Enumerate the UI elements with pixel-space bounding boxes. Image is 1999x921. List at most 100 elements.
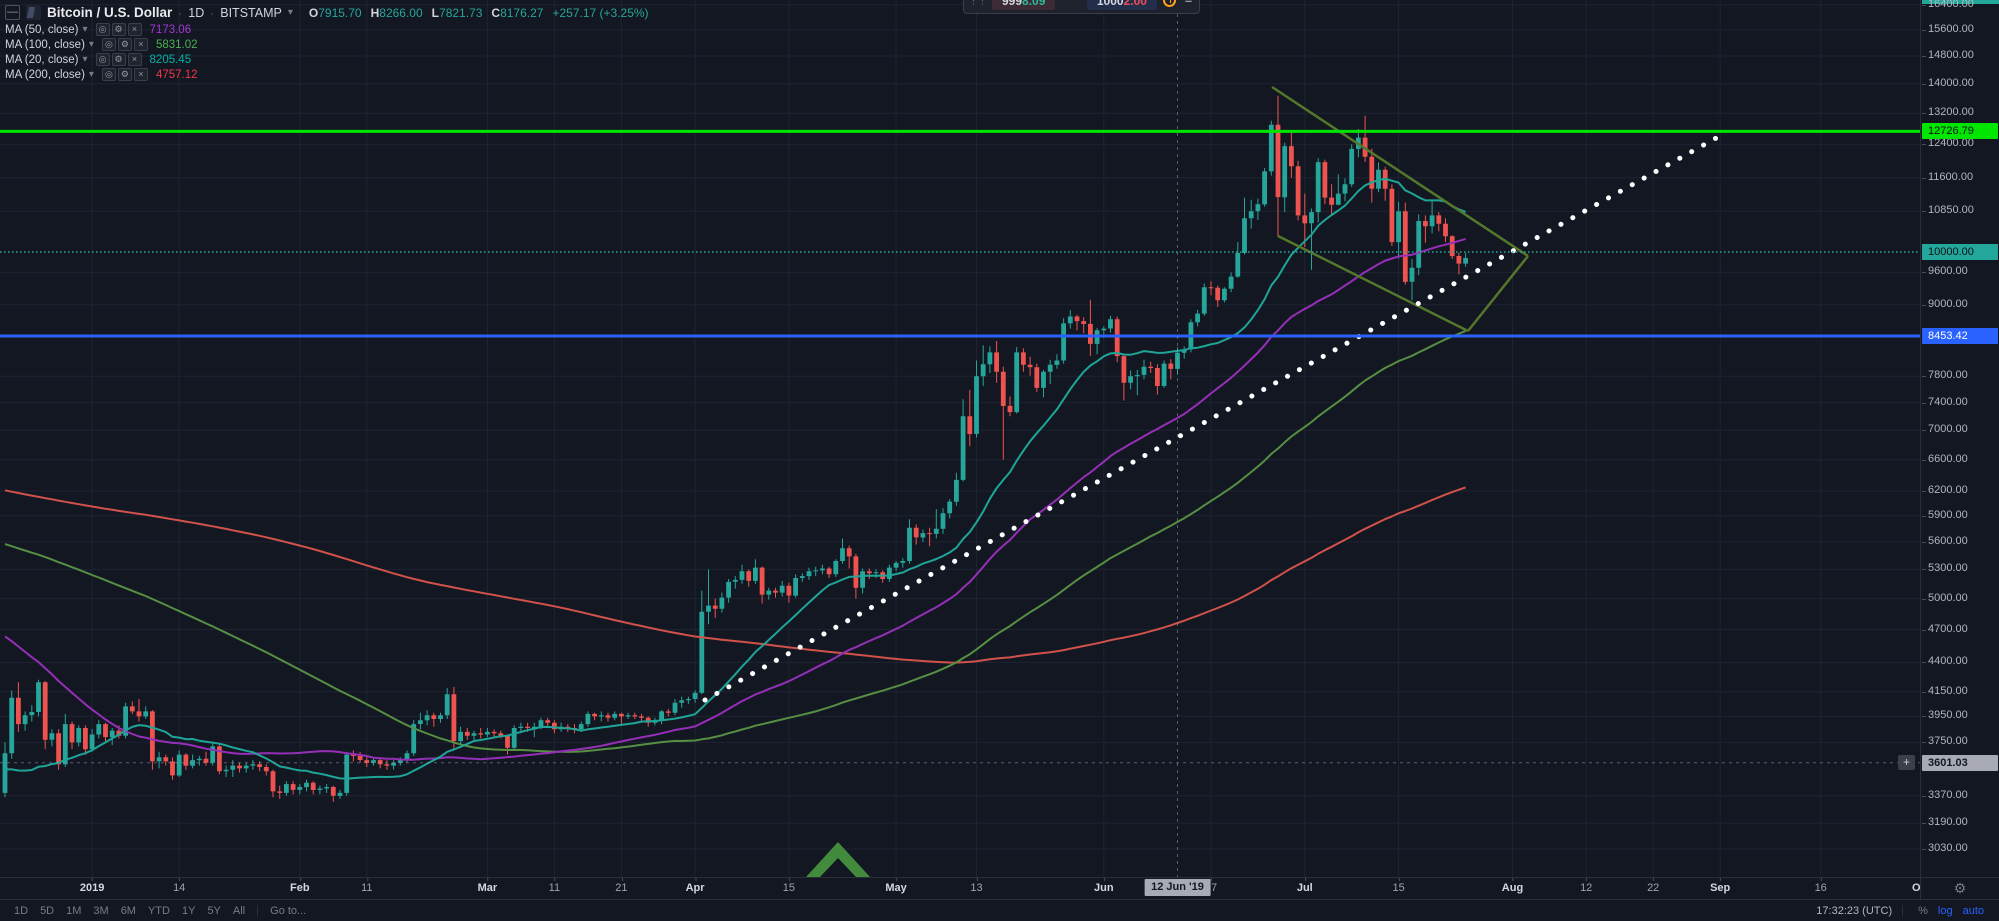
range-button-1d[interactable]: 1D xyxy=(14,904,29,917)
gear-icon[interactable]: ⚙ xyxy=(1953,880,1967,896)
ma-20-line[interactable] xyxy=(5,177,1466,780)
range-button-3m[interactable]: 3M xyxy=(93,904,109,917)
time-tick-label: 15 xyxy=(782,878,796,894)
price-tick-label: 5600.00 xyxy=(1922,534,1968,547)
chevron-down-icon[interactable]: ▾ xyxy=(88,69,94,80)
price-tick-label: 6200.00 xyxy=(1922,484,1968,497)
time-tick-label: 14 xyxy=(173,878,186,894)
entry-price-suffix: 8.09 xyxy=(1022,0,1046,8)
triangle-drawing-line[interactable] xyxy=(1271,85,1529,258)
price-tick-label: 7000.00 xyxy=(1922,423,1968,436)
eye-icon[interactable]: ◎ xyxy=(101,68,116,81)
indicator-value: 8205.45 xyxy=(149,53,192,66)
price-tick-label: 15600.00 xyxy=(1922,22,1974,35)
close-icon[interactable]: × xyxy=(133,68,148,81)
eye-icon[interactable]: ◎ xyxy=(95,53,110,66)
symbol-name[interactable]: Bitcoin / U.S. Dollar xyxy=(47,5,173,20)
price-tick-label: 14000.00 xyxy=(1922,76,1974,89)
range-button-6m[interactable]: 6M xyxy=(120,904,136,917)
close-icon[interactable]: × xyxy=(133,38,148,51)
chart-canvas[interactable] xyxy=(0,0,1920,877)
time-axis[interactable]: 2019 14 Feb 11 Mar 11 21 Apr 15 May 13 Jun 17 Jul 15 Au… xyxy=(0,877,1920,899)
tool-mid-value: 3.91 xyxy=(1061,0,1080,2)
crosshair-price-label: 3601.03 xyxy=(1922,754,1998,771)
goto-button[interactable]: Go to... xyxy=(270,904,307,917)
target-price-suffix: 2.00 xyxy=(1123,0,1147,8)
price-tick-label: 10850.00 xyxy=(1922,204,1974,217)
ma-200-line[interactable] xyxy=(4,486,1466,664)
indicator-label[interactable]: MA (100, close) xyxy=(5,38,85,51)
collapse-legend-button[interactable]: — xyxy=(5,5,20,20)
price-tick-label: 6600.00 xyxy=(1922,452,1968,465)
gear-icon[interactable]: ⚙ xyxy=(111,53,126,66)
close-icon[interactable]: × xyxy=(127,53,142,66)
low-label: L xyxy=(431,5,440,20)
auto-scale-button[interactable]: auto xyxy=(1962,904,1984,917)
time-tick-label: 11 xyxy=(548,878,561,894)
alert-clock-icon[interactable] xyxy=(1162,0,1176,7)
chart-pane[interactable] xyxy=(0,0,1920,877)
time-tick-label: 22 xyxy=(1647,878,1660,894)
indicator-label[interactable]: MA (20, close) xyxy=(5,53,79,66)
chevron-down-icon[interactable]: ▾ xyxy=(82,24,88,35)
indicator-row-ma100: MA (100, close) ▾ ◎ ⚙ × 5831.02 xyxy=(5,37,649,52)
indicator-label[interactable]: MA (50, close) xyxy=(5,23,79,36)
range-button-1y[interactable]: 1Y xyxy=(181,904,196,917)
triangle-drawing-line[interactable] xyxy=(1467,255,1529,332)
price-tick-label: 16400.00 xyxy=(1922,0,1974,10)
range-buttons: 1D 5D 1M 3M 6M YTD 1Y 5Y All xyxy=(0,903,251,919)
eye-icon[interactable]: ◎ xyxy=(95,23,110,36)
triangle-drawing-line[interactable] xyxy=(1277,234,1469,333)
indicator-row-ma20: MA (20, close) ▾ ◎ ⚙ × 8205.45 xyxy=(5,52,649,67)
interval-label[interactable]: 1D xyxy=(188,5,205,20)
minimize-toolbar-button[interactable]: – xyxy=(1184,0,1193,8)
price-tick-label: 4700.00 xyxy=(1922,622,1968,635)
log-scale-button[interactable]: log xyxy=(1937,904,1953,917)
range-button-5d[interactable]: 5D xyxy=(40,904,55,917)
indicator-label[interactable]: MA (200, close) xyxy=(5,68,85,81)
gear-icon[interactable]: ⚙ xyxy=(111,23,126,36)
drag-handle-icon[interactable]: ⋮⋮ xyxy=(968,0,988,7)
price-tick-label: 5000.00 xyxy=(1922,591,1968,604)
clock-label[interactable]: 17:32:23 (UTC) xyxy=(1816,904,1893,917)
price-tick-label: 3750.00 xyxy=(1922,735,1968,748)
range-button-all[interactable]: All xyxy=(232,904,246,917)
chart-background xyxy=(0,0,1920,877)
price-tick-label: 7400.00 xyxy=(1922,395,1968,408)
open-value: 7915.70 xyxy=(318,5,362,20)
range-button-1m[interactable]: 1M xyxy=(66,904,82,917)
target-price-prefix: 1000 xyxy=(1096,0,1124,8)
time-tick-label: Oct xyxy=(1912,882,1920,894)
chevron-down-icon[interactable]: ▾ xyxy=(82,54,88,65)
chevron-down-icon[interactable]: ▾ xyxy=(88,39,94,50)
arrow-up-marker[interactable] xyxy=(806,842,870,877)
price-tick-label: 11600.00 xyxy=(1921,170,1974,183)
axis-settings-corner[interactable]: ⚙ xyxy=(1920,877,1999,899)
gear-icon[interactable]: ⚙ xyxy=(117,68,132,81)
separator-dot: · xyxy=(210,5,215,20)
time-tick-label: Mar xyxy=(477,878,498,894)
ma-50-line[interactable] xyxy=(4,237,1466,761)
tool-price-target[interactable]: 1000 2.00 xyxy=(1086,0,1157,10)
time-tick-label: 12 xyxy=(1580,878,1593,894)
percent-scale-button[interactable]: % xyxy=(1918,904,1928,917)
close-icon[interactable]: × xyxy=(127,23,142,36)
time-tick-label: 21 xyxy=(615,878,628,894)
exchange-label[interactable]: BITSTAMP xyxy=(220,5,282,20)
add-alert-plus-button[interactable]: + xyxy=(1898,754,1915,770)
chevron-down-icon[interactable]: ▾ xyxy=(287,7,293,18)
ma-100-line[interactable] xyxy=(4,329,1466,753)
price-line-label: 10000.00 xyxy=(1922,244,1998,260)
eye-icon[interactable]: ◎ xyxy=(101,38,116,51)
range-button-ytd[interactable]: YTD xyxy=(147,904,170,917)
gear-icon[interactable]: ⚙ xyxy=(117,38,132,51)
tool-price-entry[interactable]: 999 8.09 xyxy=(992,0,1056,10)
dotted-trendline[interactable] xyxy=(702,134,1721,703)
range-button-5y[interactable]: 5Y xyxy=(207,904,221,917)
price-axis[interactable]: 16400.00 15600.00 14800.00 14000.00 13200.00… xyxy=(1920,0,1999,877)
price-tick-label: 13200.00 xyxy=(1922,106,1974,119)
crosshair-time-label: 12 Jun '19 xyxy=(1144,879,1211,896)
ohlc-readout: O7915.70 H8266.00 L7821.73 C8176.27 +257… xyxy=(309,6,649,20)
time-tick-label: 15 xyxy=(1392,878,1405,894)
